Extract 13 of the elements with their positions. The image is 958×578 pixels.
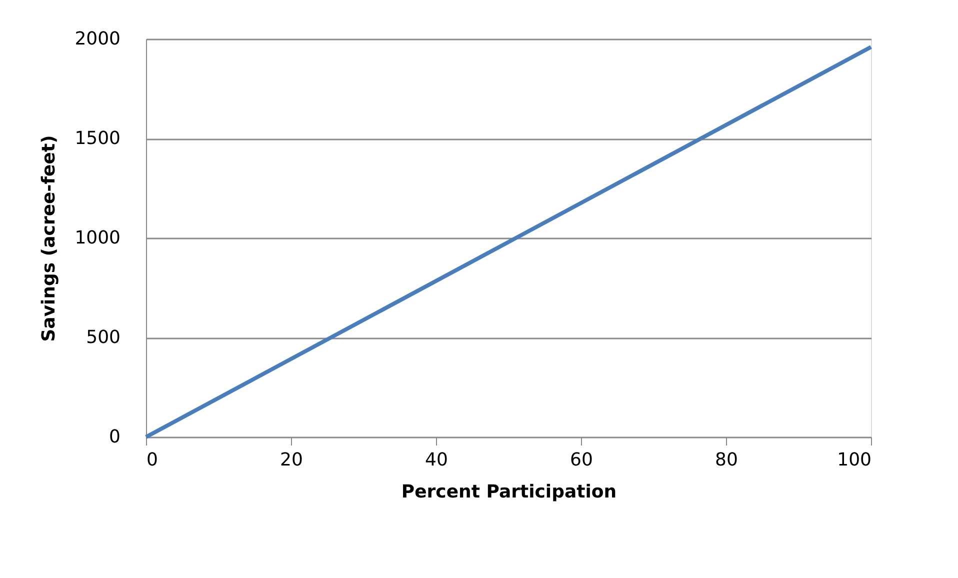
y-tick-label: 500 [86, 327, 120, 348]
x-tick-label: 20 [280, 450, 303, 470]
y-tick-label: 0 [109, 426, 120, 448]
y-tick-label: 2000 [74, 28, 120, 50]
y-tick-label: 1500 [74, 128, 120, 149]
x-tick-label: 60 [570, 450, 593, 470]
x-tick-label: 100 [837, 450, 872, 470]
x-tick-label: 40 [425, 450, 448, 470]
x-tick-label: 80 [715, 450, 738, 470]
x-axis-title: Percent Participation [401, 482, 617, 502]
y-axis-title: Savings (acree-feet) [38, 135, 60, 342]
y-tick-label: 1000 [74, 228, 120, 248]
x-tick-label: 0 [146, 450, 158, 470]
